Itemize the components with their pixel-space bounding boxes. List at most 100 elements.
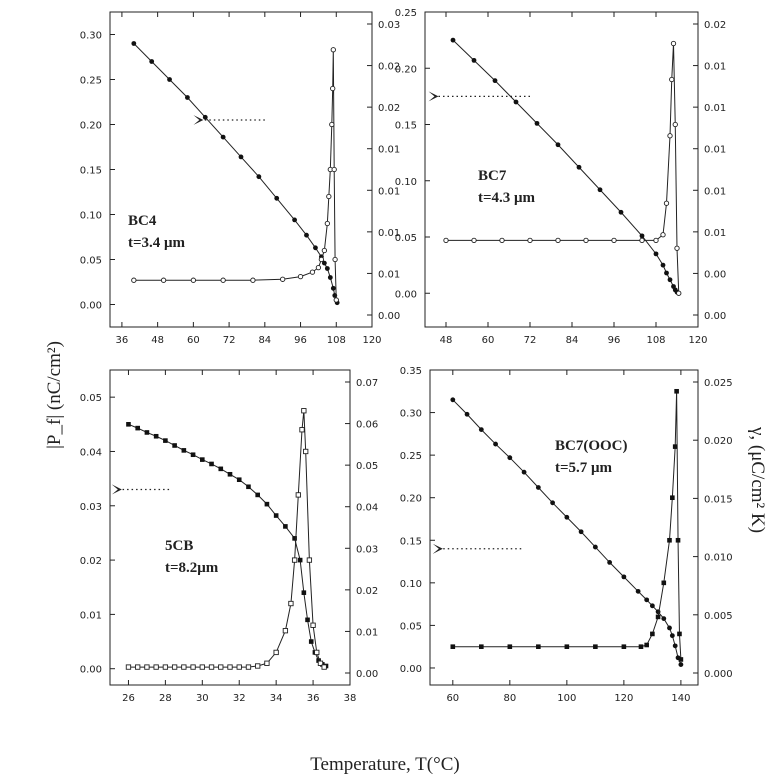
data-point [675, 537, 681, 543]
x-tick-label: 48 [151, 335, 164, 346]
y-tick-label-left: 0.05 [80, 256, 102, 267]
series-line [452, 391, 682, 660]
data-point [250, 277, 256, 283]
y-tick-label-right: 0.01 [704, 103, 726, 114]
y-tick-label-right: 0.000 [704, 669, 733, 680]
data-point [160, 277, 167, 283]
data-point [318, 256, 325, 263]
data-point [315, 264, 322, 271]
series-line [452, 39, 680, 294]
data-point [330, 85, 336, 92]
data-point [672, 444, 678, 449]
data-point [295, 492, 301, 498]
data-point [256, 174, 262, 180]
x-axis-title: Temperature, T(°C) [310, 754, 459, 775]
data-point [450, 644, 456, 649]
y-tick-label-right: 0.02 [356, 586, 378, 597]
data-point [218, 664, 224, 670]
x-tick-label: 36 [307, 693, 320, 704]
panel-label-line: BC7 [478, 168, 507, 184]
data-point [324, 220, 330, 227]
data-point [478, 427, 484, 432]
y-tick-label-right: 0.03 [356, 544, 378, 555]
y-tick-label-left: 0.00 [395, 289, 417, 300]
data-point [670, 495, 675, 501]
left-y-axis-title: |P_f| (nC/cm²) [44, 341, 65, 449]
y-tick-label-right: 0.00 [704, 269, 726, 280]
data-point [661, 616, 667, 621]
data-point [220, 134, 226, 140]
data-point [607, 560, 613, 565]
y-tick-label-right: 0.02 [378, 62, 400, 73]
data-point [578, 529, 584, 535]
x-tick-label: 96 [608, 335, 621, 346]
y-tick-label-left: 0.15 [400, 536, 422, 547]
y-tick-label-right: 0.01 [704, 228, 726, 239]
data-point [144, 664, 150, 670]
data-point [507, 455, 513, 461]
y-tick-label-right: 0.02 [378, 103, 400, 114]
panel-5cb: 26 28 30 32 34 36 38 0.00 0.01 0.02 0.03 0.04 0.05 0.… [80, 369, 378, 704]
data-point [492, 78, 498, 84]
y-tick-label-left: 0.20 [400, 494, 422, 505]
data-point [661, 580, 667, 586]
data-point [149, 59, 155, 64]
data-point [304, 232, 309, 238]
data-point [227, 471, 233, 477]
data-point [669, 76, 675, 83]
data-point [220, 277, 226, 283]
data-point [131, 41, 137, 46]
data-point [153, 664, 159, 670]
y-tick-label-right: 0.01 [356, 627, 378, 638]
data-point [299, 427, 305, 433]
data-point [255, 663, 261, 669]
x-tick-label: 30 [196, 693, 209, 704]
data-point [306, 557, 313, 563]
right-y-axis-title: γ, (μC/cm² K) [747, 426, 768, 533]
data-point [255, 492, 260, 498]
data-point [583, 237, 589, 244]
data-point [209, 461, 214, 467]
data-point [181, 448, 187, 453]
y-tick-label-right: 0.00 [356, 669, 378, 680]
data-point [443, 237, 449, 244]
y-tick-label-left: 0.04 [80, 447, 102, 458]
x-tick-label: 34 [270, 693, 283, 704]
data-point [521, 469, 527, 475]
panel-label-line: t=4.3 μm [478, 190, 536, 206]
data-point [611, 237, 617, 244]
data-point [200, 457, 205, 462]
y-tick-label-right: 0.02 [704, 20, 726, 31]
panel-label-line: 5CB [165, 538, 193, 554]
data-point [171, 664, 178, 670]
x-tick-label: 100 [557, 693, 576, 704]
data-point [655, 609, 661, 615]
data-point [308, 639, 314, 644]
data-point [301, 590, 307, 595]
x-tick-label: 32 [233, 693, 246, 704]
y-tick-label-left: 0.15 [80, 166, 102, 177]
data-point [314, 649, 320, 656]
y-tick-label-left: 0.30 [400, 409, 422, 420]
data-point [555, 142, 561, 148]
data-point [125, 664, 132, 670]
data-point [144, 430, 150, 435]
data-point [331, 166, 337, 173]
x-tick-label: 28 [159, 693, 172, 704]
data-point [264, 501, 270, 507]
data-point [667, 277, 673, 283]
series-line [128, 423, 327, 667]
data-point [126, 422, 131, 427]
data-point [650, 631, 655, 637]
plot-frame [424, 11, 699, 328]
y-tick-label-left: 0.10 [395, 177, 417, 188]
data-point [297, 557, 303, 563]
y-tick-label-left: 0.20 [395, 64, 417, 75]
data-point [172, 443, 177, 448]
y-tick-label-right: 0.005 [704, 611, 733, 622]
data-point [246, 484, 251, 490]
x-tick-label: 108 [327, 335, 346, 346]
data-point [677, 631, 682, 637]
x-tick-label: 60 [446, 693, 459, 704]
data-point [321, 247, 328, 254]
